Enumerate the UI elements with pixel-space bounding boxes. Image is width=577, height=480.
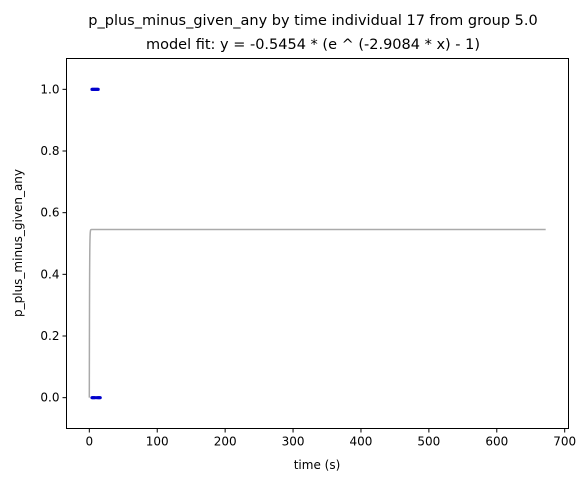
y-tick-label: 0.4 — [40, 267, 59, 281]
chart-subtitle: model fit: y = -0.5454 * (e ^ (-2.9084 *… — [146, 37, 480, 53]
x-tick-label: 600 — [485, 435, 508, 449]
chart-title: p_plus_minus_given_any by time individua… — [88, 13, 537, 29]
y-tick-label: 0.0 — [40, 391, 59, 405]
y-tick-label: 0.2 — [40, 329, 59, 343]
data-point — [98, 396, 102, 400]
y-tick-label: 0.8 — [40, 144, 59, 158]
data-point — [96, 87, 100, 91]
plot-area — [88, 87, 546, 400]
y-axis-label: p_plus_minus_given_any — [11, 169, 25, 317]
x-tick-label: 300 — [282, 435, 305, 449]
fit-line — [88, 228, 546, 398]
y-tick-label: 1.0 — [40, 82, 59, 96]
x-axis-label: time (s) — [294, 458, 341, 472]
x-tick-label: 500 — [417, 435, 440, 449]
y-axis: 0.0 0.2 0.4 0.6 0.8 1.0 — [40, 82, 67, 405]
x-tick-label: 400 — [350, 435, 373, 449]
x-tick-label: 100 — [146, 435, 169, 449]
x-axis: 0 100 200 300 400 500 600 700 — [85, 428, 576, 449]
x-tick-label: 200 — [214, 435, 237, 449]
x-tick-label: 0 — [85, 435, 93, 449]
plot-frame — [66, 58, 569, 429]
x-tick-label: 700 — [553, 435, 576, 449]
y-tick-label: 0.6 — [40, 206, 59, 220]
